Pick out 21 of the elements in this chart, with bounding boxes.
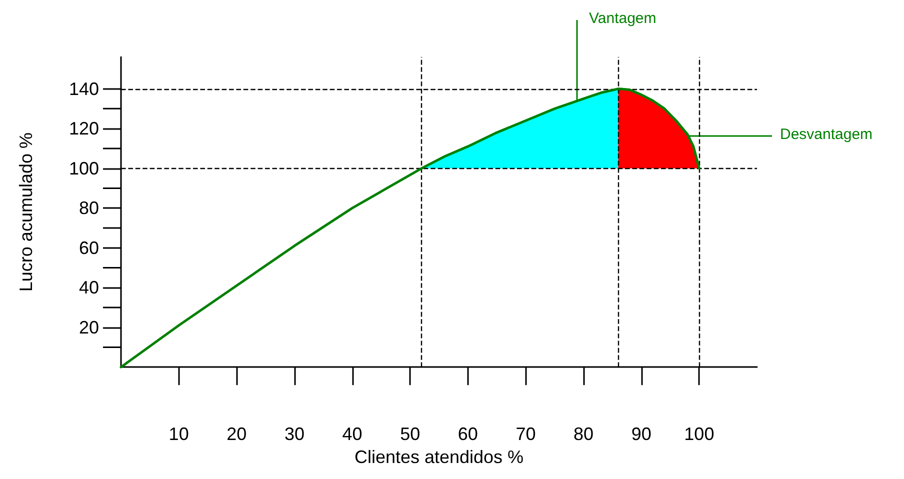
x-axis-title: Clientes atendidos % (354, 447, 524, 467)
x-tick-label: 80 (574, 424, 594, 444)
y-tick-label: 100 (68, 158, 99, 178)
y-tick-label: 40 (78, 278, 99, 298)
text: Vantagem (589, 10, 656, 27)
x-tick-label: 40 (342, 424, 362, 444)
y-tick-label: 120 (68, 118, 99, 139)
x-tick-label: 30 (284, 424, 304, 444)
y-tick-label: 80 (78, 198, 99, 218)
y-tick-label: 140 (68, 78, 99, 99)
x-tick-label: 20 (226, 424, 247, 444)
x-tick-label: 50 (400, 424, 420, 444)
y-tick-label: 60 (78, 238, 99, 258)
x-tick-label: 10 (168, 424, 189, 444)
y-tick-label: 20 (78, 317, 99, 338)
x-tick-label: 90 (631, 424, 652, 444)
x-tick-label: 70 (516, 424, 536, 444)
text: Desvantagem (780, 126, 873, 143)
y-axis-title: Lucro acumulado % (16, 132, 36, 292)
x-tick-label: 60 (458, 424, 478, 444)
x-tick-label: 100 (684, 424, 714, 444)
